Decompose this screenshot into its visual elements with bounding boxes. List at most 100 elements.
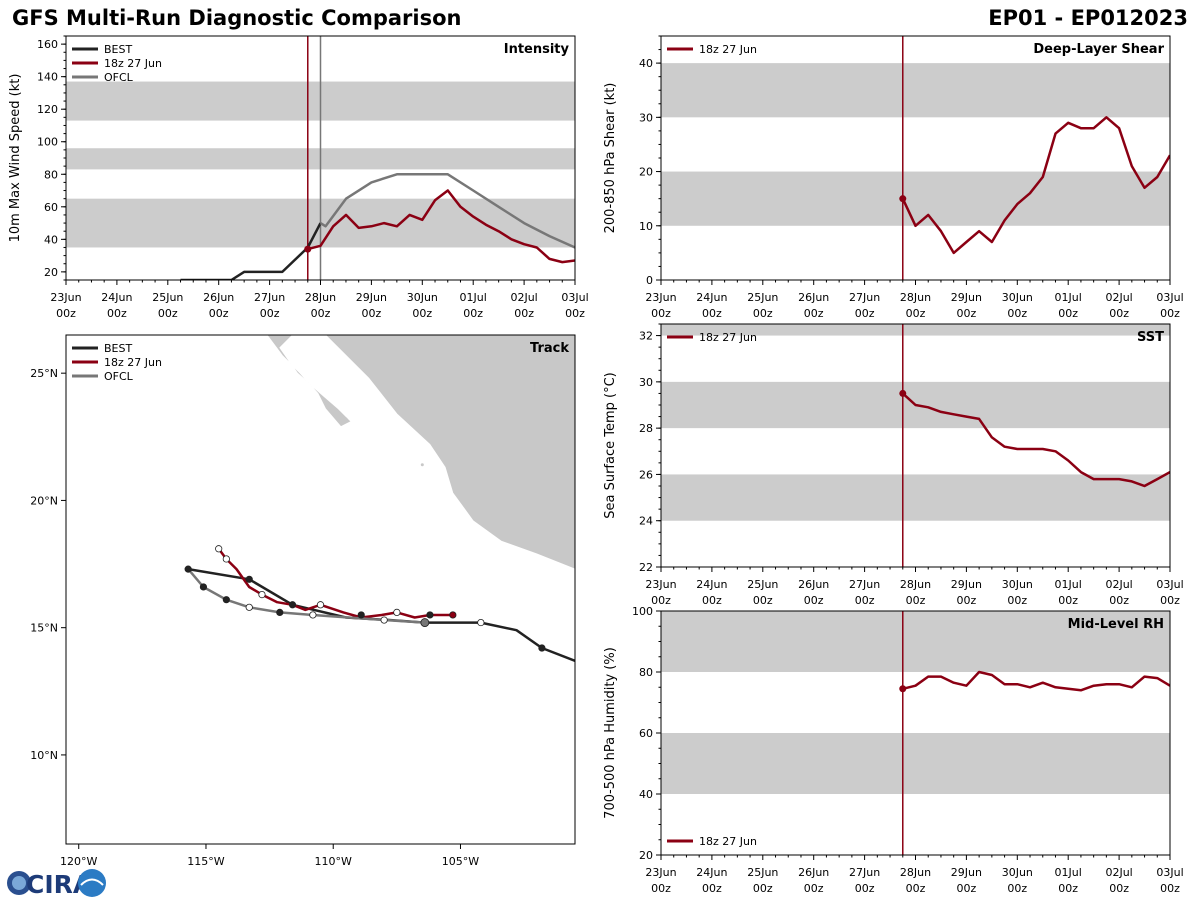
x-tick-label: 00z [804, 882, 824, 895]
x-tick-label: 26Jun [798, 578, 829, 591]
x-tick-label: 00z [1058, 594, 1078, 607]
panel-intensity: 20 40 60 80 100 120 140 160 23Jun 00z 24Jun 00z 25Ju… [8, 35, 589, 320]
x-tick-label: 30Jun [407, 291, 438, 304]
series-marker-run [899, 389, 907, 397]
panel-title: Track [530, 341, 569, 356]
plot-area [661, 36, 1170, 280]
x-tick-label: 00z [804, 307, 824, 320]
x-tick-label: 00z [906, 594, 926, 607]
legend-label: 18z 27 Jun [104, 356, 162, 369]
x-tick-label: 24Jun [696, 578, 727, 591]
x-tick-label: 02Jul [1105, 291, 1132, 304]
panel-sst: 22 24 26 28 30 32 23Jun 00z 24Jun 00z 25Jun 00z 26Ju… [603, 323, 1184, 607]
legend-label: 18z 27 Jun [699, 331, 757, 344]
track-marker-run [215, 545, 223, 553]
y-tick-label: 20 [44, 266, 58, 279]
x-tick-label: 00z [906, 882, 926, 895]
y-tick-label: 32 [639, 330, 653, 343]
x-tick-label: 25Jun [747, 866, 778, 879]
panel-title: Deep-Layer Shear [1033, 42, 1164, 57]
x-tick-label: 23Jun [50, 291, 81, 304]
x-tick-label: 27Jun [254, 291, 285, 304]
x-tick-label: 00z [209, 307, 229, 320]
legend-label: 18z 27 Jun [104, 57, 162, 70]
x-tick-label: 00z [906, 307, 926, 320]
x-tick-label: 00z [753, 594, 773, 607]
panel-title: SST [1137, 330, 1164, 345]
shaded-band [661, 733, 1170, 794]
legend-label: OFCL [104, 370, 134, 383]
island [420, 463, 424, 467]
x-tick-label: 28Jun [900, 866, 931, 879]
x-tick-label: 00z [56, 307, 76, 320]
shaded-band [661, 474, 1170, 521]
x-tick-label: 30Jun [1002, 291, 1033, 304]
x-tick-label: 25Jun [747, 578, 778, 591]
x-tick-label: 03Jul [1156, 291, 1183, 304]
x-tick-label: 03Jul [1156, 866, 1183, 879]
y-tick-label: 60 [639, 727, 653, 740]
land-mass [266, 335, 352, 428]
plot-area [66, 36, 575, 280]
x-tick-label: 27Jun [849, 866, 880, 879]
x-tick-label: 00z [957, 882, 977, 895]
track-marker-best [477, 618, 485, 627]
x-tick-label: 27Jun [849, 291, 880, 304]
panel-title: Mid-Level RH [1068, 617, 1164, 632]
series-marker-run [899, 685, 907, 693]
x-tick-label: 00z [753, 307, 773, 320]
x-tick-label: 03Jul [561, 291, 588, 304]
x-tick-label: 00z [1109, 307, 1129, 320]
badge-swoosh-icon [80, 878, 104, 886]
track-marker-best [245, 575, 253, 583]
y-tick-label: 15°N [30, 622, 58, 635]
y-tick-label: 100 [632, 605, 653, 618]
y-tick-label: 20°N [30, 494, 58, 507]
x-tick-label: 00z [753, 882, 773, 895]
series-line-best [180, 222, 322, 280]
y-tick-label: 40 [44, 233, 58, 246]
series-marker-run [304, 245, 312, 253]
x-tick-label: 00z [651, 882, 671, 895]
x-tick-label: 00z [1160, 882, 1180, 895]
track-marker-best [222, 555, 230, 563]
plot-area [661, 324, 1170, 567]
x-tick-label: 00z [702, 307, 722, 320]
y-axis-label: 200-850 hPa Shear (kt) [603, 83, 618, 234]
track-marker-best [426, 611, 434, 619]
x-tick-label: 00z [158, 307, 178, 320]
x-tick-label: 00z [1007, 307, 1027, 320]
x-tick-label: 28Jun [900, 578, 931, 591]
track-marker-ofcl [276, 608, 284, 617]
storm-id: EP01 - EP012023 [988, 6, 1188, 30]
x-tick-label: 00z [957, 594, 977, 607]
x-tick-label: 30Jun [1002, 866, 1033, 879]
x-tick-label: 25Jun [152, 291, 183, 304]
track-marker-ofcl [245, 603, 253, 611]
y-tick-label: 120 [37, 103, 58, 116]
y-tick-label: 28 [639, 422, 653, 435]
land-mass [325, 335, 575, 570]
x-tick-label: 00z [1160, 307, 1180, 320]
x-tick-label: 00z [412, 307, 432, 320]
x-tick-label: 02Jul [1105, 866, 1132, 879]
track-marker-best [316, 601, 325, 609]
x-tick-label: 00z [702, 594, 722, 607]
x-tick-label: 24Jun [101, 291, 132, 304]
series-line-run [307, 189, 575, 264]
x-tick-label: 00z [311, 307, 331, 320]
y-axis-label: 700-500 hPa Humidity (%) [603, 647, 618, 819]
x-tick-label: 00z [1007, 594, 1027, 607]
track-marker-ofcl [309, 611, 317, 619]
shaded-band [661, 171, 1170, 226]
x-tick-label: 24Jun [696, 866, 727, 879]
y-tick-label: 40 [639, 788, 653, 801]
x-tick-label: 00z [1160, 594, 1180, 607]
track-marker-best [538, 644, 546, 652]
y-tick-label: 0 [646, 274, 653, 287]
track-marker-run [449, 611, 457, 619]
x-tick-label: 01Jul [460, 291, 487, 304]
x-tick-label: 00z [1058, 307, 1078, 320]
x-tick-label: 23Jun [645, 866, 676, 879]
x-tick-label: 24Jun [696, 291, 727, 304]
